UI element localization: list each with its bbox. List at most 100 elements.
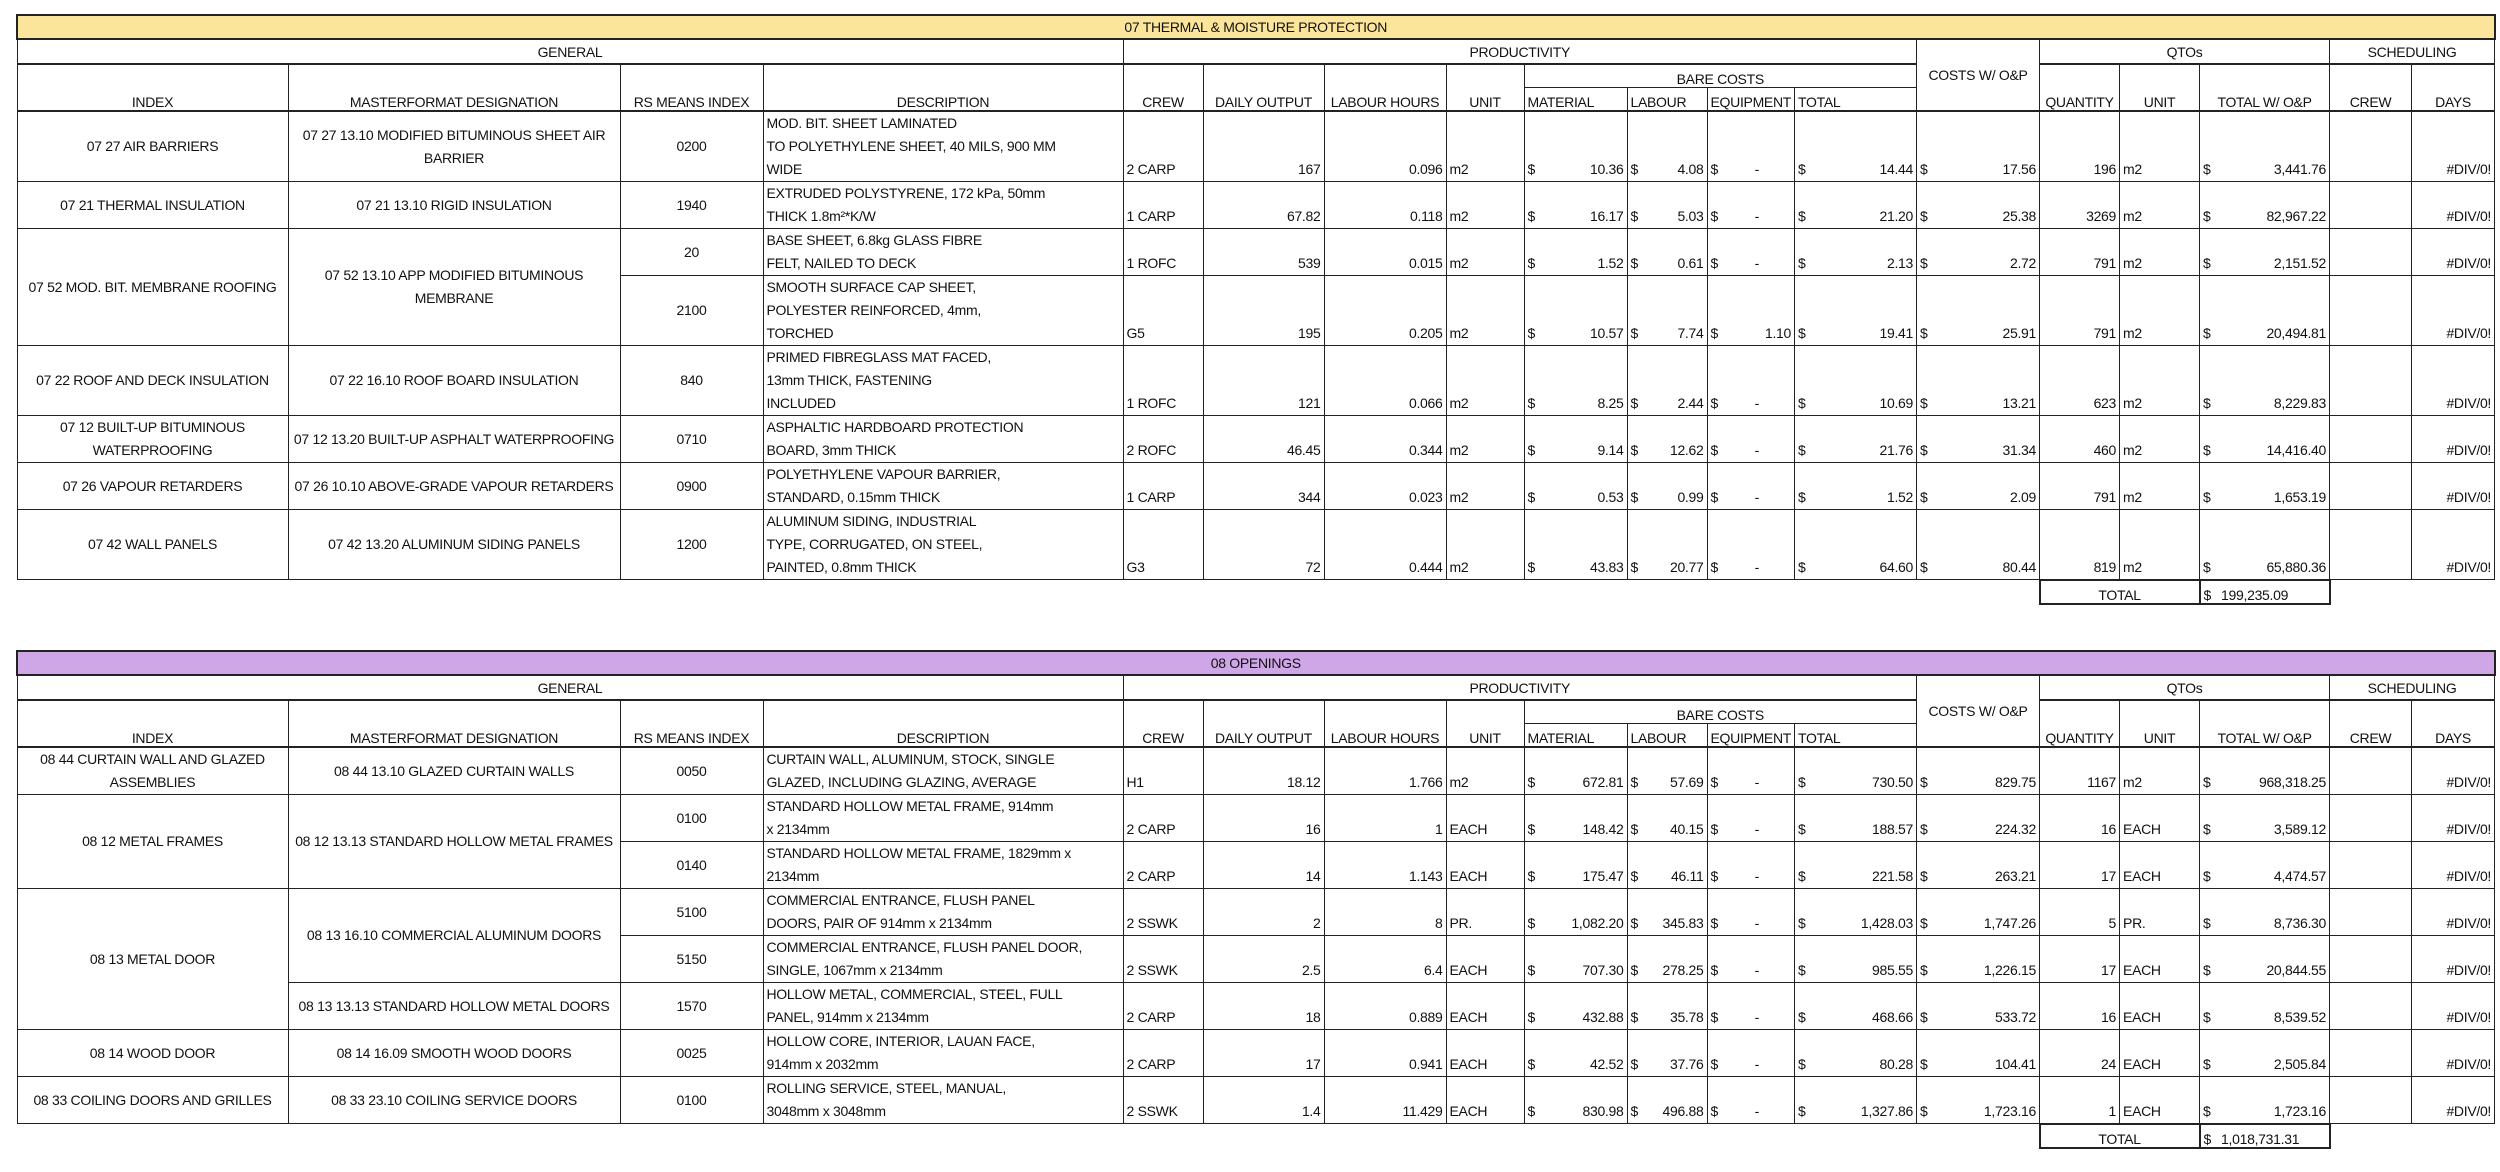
- labour-hours-cell: 11.429: [1323, 1076, 1447, 1124]
- currency-symbol: $: [1527, 1056, 1536, 1072]
- money-value: $3,441.76: [2203, 158, 2326, 181]
- description-line: x 2134mm: [766, 821, 830, 837]
- amount: 16.17: [1589, 208, 1624, 224]
- amount: 985.55: [1872, 962, 1914, 978]
- description-line: INCLUDED: [766, 395, 836, 411]
- labour-cost-cell: $4.08: [1626, 110, 1708, 182]
- equipment-cost-cell: $ -: [1706, 935, 1796, 983]
- column-header-costs-op: COSTS W/ O&P: [1916, 38, 2041, 112]
- daily-output-cell: 46.45: [1202, 415, 1325, 463]
- currency-symbol: $: [1920, 774, 1928, 790]
- total-op-cell: $968,318.25: [2199, 746, 2331, 795]
- money-value: $0.99: [1631, 486, 1704, 509]
- costs-op-cost-cell: $263.21: [1916, 841, 2041, 889]
- money-value: $ -: [1711, 205, 1792, 228]
- money-value: $1,428.03: [1798, 912, 1913, 935]
- money-value: $64.60: [1798, 556, 1913, 579]
- column-header-index: INDEX: [16, 63, 289, 112]
- currency-symbol: $: [1920, 442, 1928, 458]
- currency-symbol: $: [1527, 868, 1536, 884]
- description-line: DOORS, PAIR OF 914mm x 2134mm: [766, 915, 993, 931]
- amount: 64.60: [1879, 559, 1914, 575]
- unit-cell: EACH: [1445, 935, 1525, 983]
- amount: 2.72: [2009, 255, 2037, 271]
- column-header-rs: RS MEANS INDEX: [619, 699, 764, 748]
- currency-symbol: $: [1920, 1009, 1928, 1025]
- labour-cost-cell: $35.78: [1626, 982, 1708, 1030]
- amount: 4.08: [1677, 161, 1704, 177]
- labour-cost-cell: $20.77: [1626, 509, 1708, 580]
- quantity-cell: 5: [2039, 888, 2121, 936]
- amount: -: [1754, 255, 1760, 271]
- labour-hours-cell: 1.143: [1323, 841, 1447, 889]
- currency-symbol: $: [1710, 208, 1719, 224]
- column-header-labour: LABOUR: [1626, 723, 1708, 748]
- amount: -: [1754, 208, 1760, 224]
- scheduling-crew-cell: [2329, 275, 2413, 346]
- group-header-row: GENERAL PRODUCTIVITY COSTS W/ O&P QTOs SCHED…: [16, 674, 2496, 748]
- labour-cost-cell: $0.99: [1626, 462, 1708, 510]
- equipment-cost-cell: $ -: [1706, 982, 1796, 1030]
- amount: 42.52: [1589, 1056, 1624, 1072]
- description-line: ALUMINUM SIDING, INDUSTRIAL: [766, 513, 977, 529]
- crew-cell: 2 SSWK: [1122, 935, 1204, 983]
- crew-cell: 2 CARP: [1122, 110, 1204, 182]
- amount: 17.56: [2002, 161, 2037, 177]
- labour-hours-cell: 6.4: [1323, 935, 1447, 983]
- currency-symbol: $: [2203, 1130, 2212, 1147]
- total-cost-cell: $1,428.03: [1794, 888, 1918, 936]
- currency-symbol: $: [1920, 1103, 1928, 1119]
- masterformat-cell: 07 22 16.10 ROOF BOARD INSULATION: [287, 345, 621, 416]
- unit-cell: m2: [1445, 228, 1525, 276]
- money-value: $175.47: [1528, 865, 1624, 888]
- currency-symbol: $: [1630, 208, 1639, 224]
- money-value: $10.69: [1798, 392, 1913, 415]
- description-cell: BASE SHEET, 6.8kg GLASS FIBRE FELT, NAILE…: [762, 228, 1124, 276]
- currency-symbol: $: [1798, 161, 1806, 177]
- amount: 1,747.26: [1983, 915, 2037, 931]
- money-value: $829.75: [1920, 771, 2036, 794]
- quantity-unit-cell: EACH: [2119, 1076, 2201, 1124]
- money-value: $4.08: [1631, 158, 1704, 181]
- money-value: $25.91: [1920, 322, 2036, 345]
- description-line: POLYETHYLENE VAPOUR BARRIER,: [766, 466, 1001, 482]
- material-cost-cell: $0.53: [1523, 462, 1628, 510]
- column-header-unit: UNIT: [1445, 63, 1525, 112]
- equipment-cost-cell: $ -: [1706, 509, 1796, 580]
- amount: 8,736.30: [2273, 915, 2327, 931]
- group-qtos: QTOs: [2039, 38, 2331, 65]
- currency-symbol: $: [2203, 821, 2211, 837]
- amount: 31.34: [2002, 442, 2037, 458]
- amount: 707.30: [1582, 962, 1624, 978]
- index-cell: 07 42 WALL PANELS: [16, 509, 289, 580]
- currency-symbol: $: [1527, 442, 1536, 458]
- amount: 57.69: [1669, 774, 1704, 790]
- currency-symbol: $: [1527, 821, 1536, 837]
- amount: 8.25: [1597, 395, 1624, 411]
- index-cell: 08 13 METAL DOOR: [16, 888, 289, 1030]
- group-general: GENERAL: [16, 38, 1124, 65]
- labour-hours-cell: 1.766: [1323, 746, 1447, 795]
- material-cost-cell: $9.14: [1523, 415, 1628, 463]
- labour-hours-cell: 0.118: [1323, 181, 1447, 229]
- total-op-cell: $65,880.36: [2199, 509, 2331, 580]
- amount: 730.50: [1872, 774, 1914, 790]
- description-line: FELT, NAILED TO DECK: [766, 255, 917, 271]
- amount: 82,967.22: [2266, 208, 2327, 224]
- spacer: [2330, 580, 2412, 604]
- currency-symbol: $: [2203, 395, 2211, 411]
- currency-symbol: $: [1710, 559, 1719, 575]
- amount: 263.21: [1995, 868, 2037, 884]
- money-value: $ -: [1711, 556, 1792, 579]
- daily-output-cell: 344: [1202, 462, 1325, 510]
- currency-symbol: $: [2203, 1009, 2211, 1025]
- column-header-qunit: UNIT: [2119, 63, 2201, 112]
- description-line: SMOOTH SURFACE CAP SHEET,: [766, 279, 977, 295]
- rs-means-index-cell: 0025: [619, 1029, 764, 1077]
- amount: 10.36: [1589, 161, 1624, 177]
- column-header-total_op: TOTAL W/ O&P: [2199, 63, 2331, 112]
- description-line: 914mm x 2032mm: [766, 1056, 879, 1072]
- total-cost-cell: $19.41: [1794, 275, 1918, 346]
- money-value: $19.41: [1798, 322, 1913, 345]
- total-value: 1,018,731.31: [2221, 1130, 2300, 1147]
